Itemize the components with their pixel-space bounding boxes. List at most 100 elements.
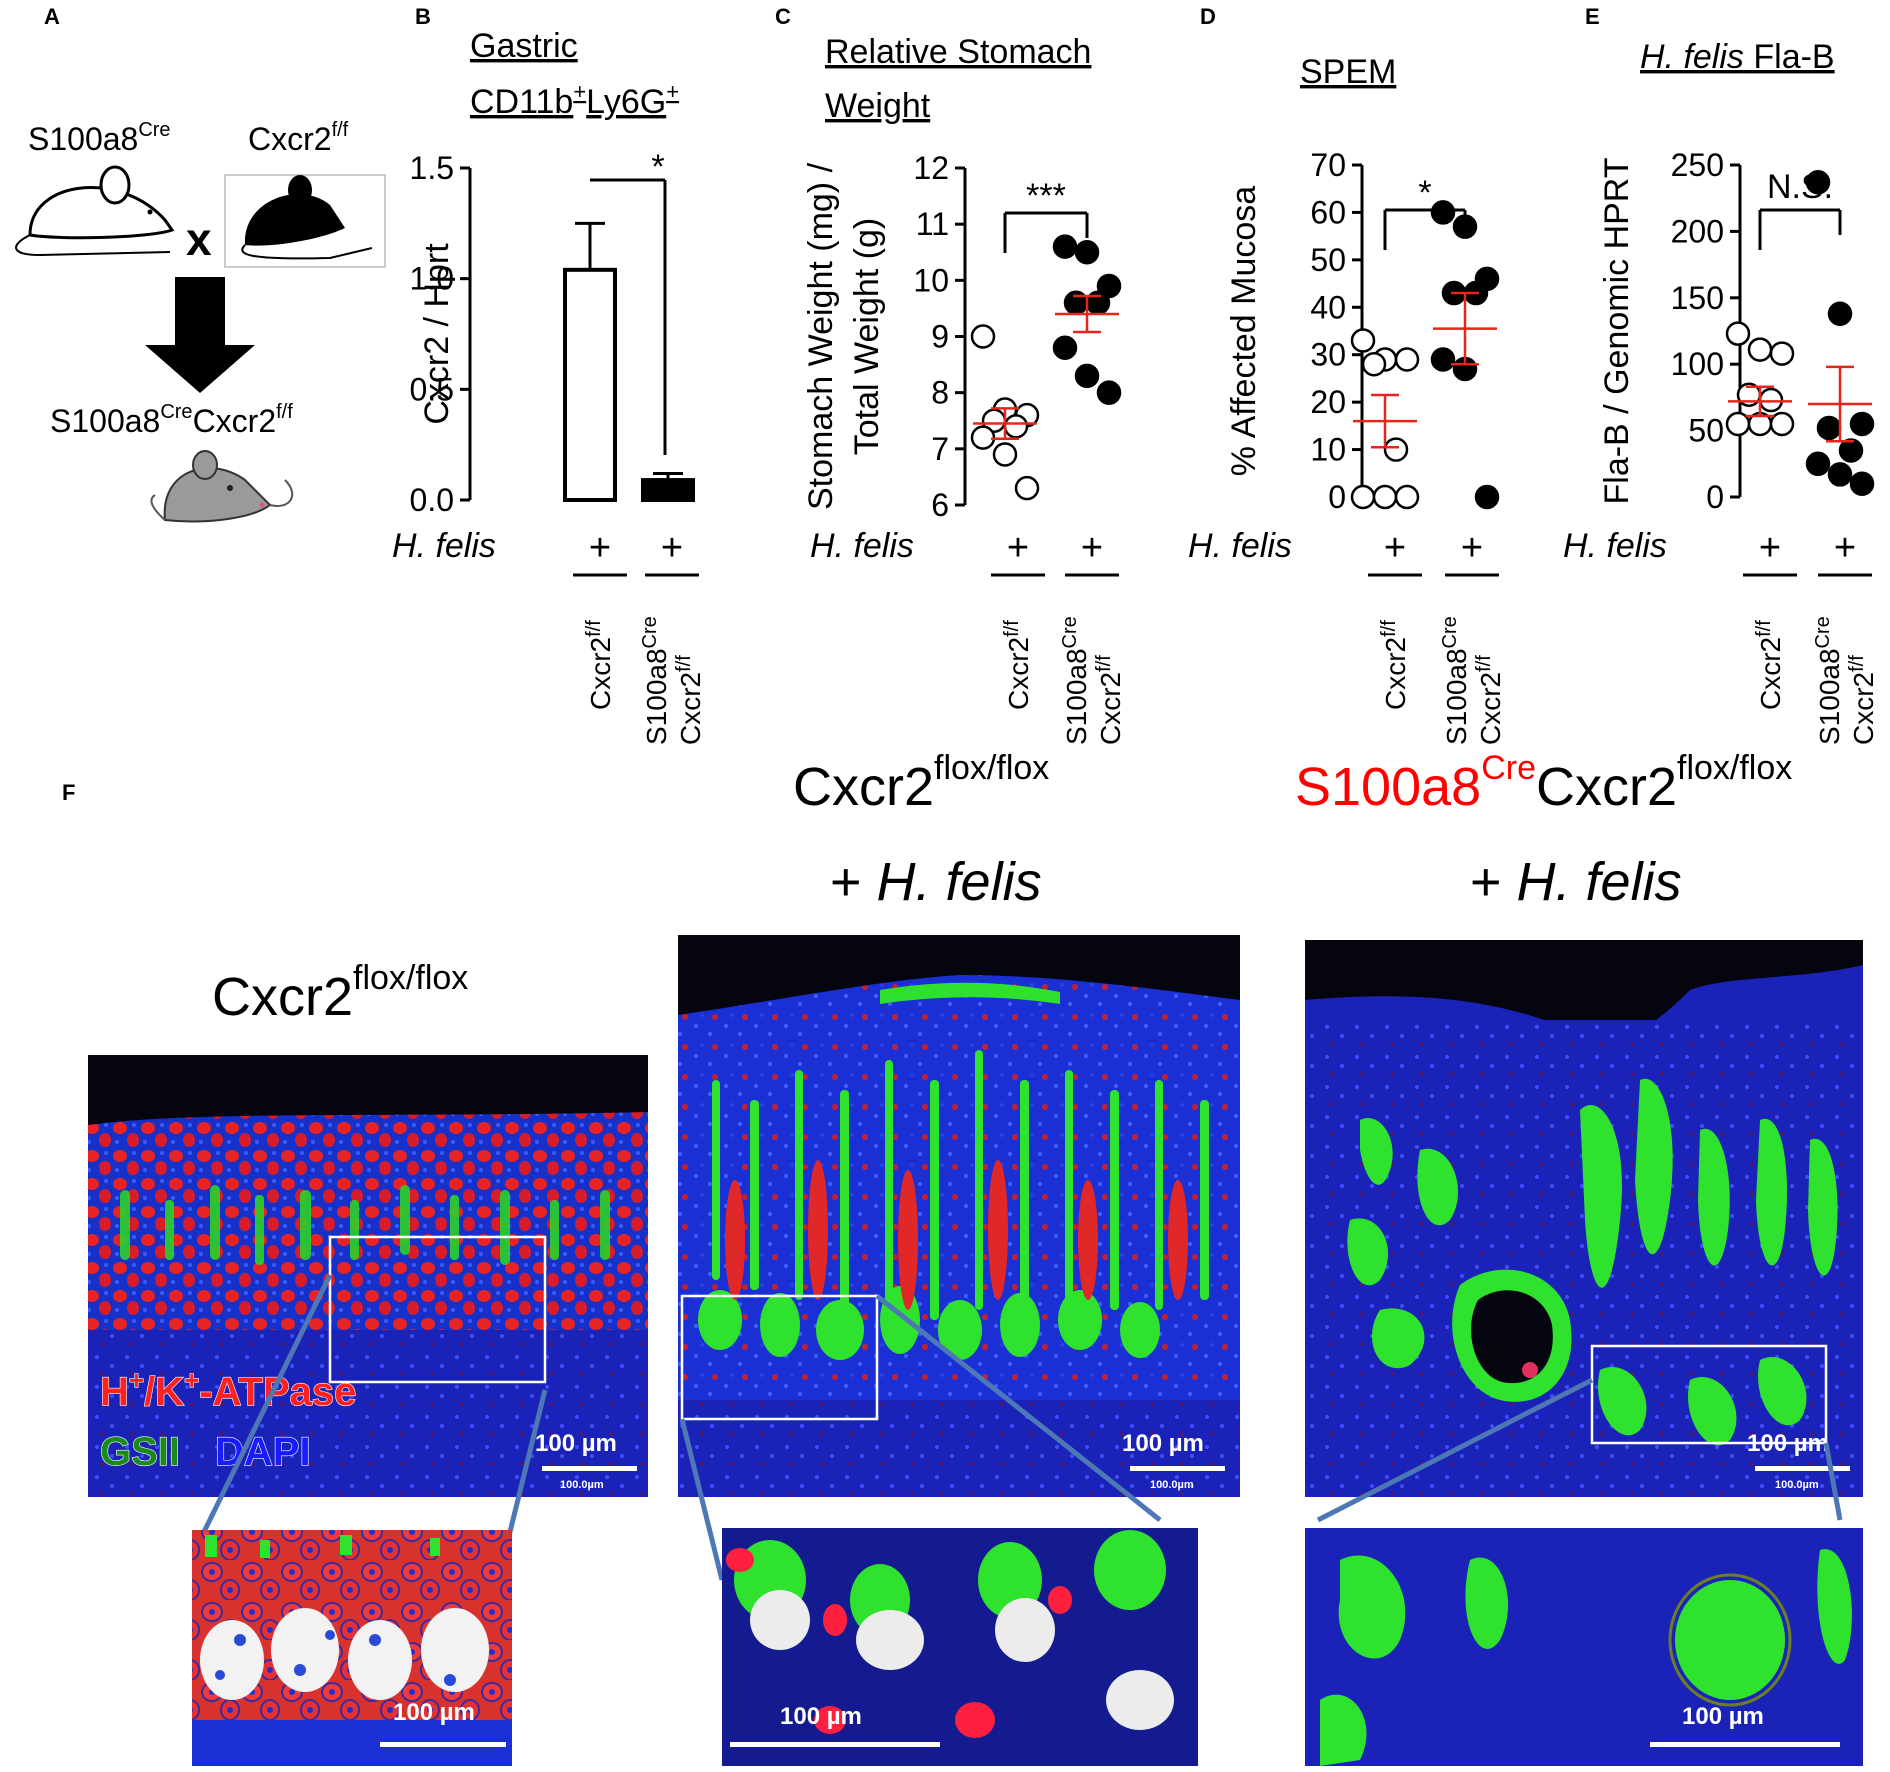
- micrograph-knockout-infected: 100 µm 100.0µm: [1305, 940, 1863, 1497]
- group2-text-line1: S100a8Cre: [1439, 616, 1472, 745]
- data-point-1-8: [1769, 411, 1795, 437]
- y-tick-label: 250: [1671, 147, 1724, 183]
- data-point-2-6: [1805, 451, 1831, 477]
- y-axis-label-line2: Total Weight (g): [848, 218, 886, 455]
- zoom-box-3: [1590, 1344, 1828, 1445]
- data-point-2-4: [1816, 415, 1842, 441]
- bar-2: [641, 478, 695, 502]
- significance-label: *: [1418, 174, 1431, 212]
- y-tick-label: 11: [916, 206, 949, 242]
- cross-arrow: [145, 277, 255, 393]
- treatment-plus-1: +: [1384, 527, 1406, 569]
- treatment-plus-2: +: [1834, 527, 1856, 569]
- data-point-2-1: [1052, 234, 1078, 259]
- data-point-2-6: [1430, 347, 1456, 372]
- panel-e-title: H. felis Fla-B: [1640, 38, 1835, 76]
- scale-bar-1: [542, 1466, 637, 1471]
- data-point-1-6: [1725, 411, 1751, 437]
- chart-b: 0.0 0.5 1.0 1.5 Cxcr2 / Hprt * H. felis + + Cxcr2…: [392, 148, 706, 745]
- data-point-2-6: [1052, 335, 1078, 360]
- group1-text: Cxcr2f/f: [1378, 620, 1411, 710]
- group1-text: Cxcr2f/f: [1001, 620, 1034, 710]
- data-point-1-7: [1372, 484, 1398, 510]
- chart-d: 0 10 20 30 40 50 60 70 % Affected Mucosa * H. feli…: [1188, 147, 1506, 745]
- data-point-2-3: [1849, 411, 1875, 437]
- data-point-1-2: [1747, 337, 1773, 362]
- zoom-box-1: [328, 1235, 547, 1384]
- panel-f-label: F: [62, 780, 75, 805]
- chart-c: 6 7 8 9 10 11 12 Stomach Weight (mg) / Total Wei…: [802, 150, 1126, 745]
- treatment-plus-1: +: [1759, 527, 1781, 569]
- group2-label: S100a8CreCxcr2f/f: [1059, 616, 1126, 745]
- data-point-2-8: [1849, 471, 1875, 496]
- data-point-1-8: [1014, 475, 1040, 501]
- y-tick-label: 40: [1310, 289, 1346, 325]
- zoom-micrograph-2: 100 µm: [722, 1528, 1198, 1766]
- scale-bar-label-2: 100 µm: [1122, 1430, 1204, 1457]
- stain-legend-blue: DAPI: [215, 1430, 311, 1474]
- data-point-1-5: [1758, 387, 1784, 413]
- offspring-label: S100a8CreCxcr2f/f: [50, 401, 293, 439]
- treatment-plus-2: +: [1461, 527, 1483, 569]
- significance-label: ***: [1026, 177, 1066, 215]
- data-point-1-5: [1383, 437, 1409, 462]
- treatment-plus-1: +: [589, 527, 611, 569]
- group1-label: Cxcr2f/f: [1378, 620, 1411, 710]
- scale-bar-3: [1755, 1466, 1850, 1471]
- zoom-scale-label-1: 100 µm: [393, 1699, 475, 1726]
- y-tick-label: 10: [1310, 432, 1346, 468]
- panel-d-label: D: [1200, 4, 1216, 29]
- zoom-scale-label-3: 100 µm: [1682, 1703, 1764, 1730]
- data-point-2-8: [1474, 484, 1500, 510]
- black-mouse-icon: [224, 174, 386, 268]
- parent2-label: Cxcr2f/f: [248, 119, 349, 157]
- data-point-2-1: [1805, 170, 1831, 195]
- zoom-scale-bar-2: [730, 1742, 940, 1747]
- y-tick-label: 8: [931, 375, 949, 411]
- panel-a: A S100a8Cre Cxcr2f/f x S100a8CreCxcr2f/f: [15, 4, 386, 523]
- group2-text-line2: Cxcr2f/f: [673, 655, 706, 745]
- bar-1: [563, 267, 617, 502]
- y-tick-label: 200: [1671, 213, 1724, 249]
- panel-b: B Gastric CD11b+Ly6G+ 0.0 0.5 1.0 1.5 Cxcr2 …: [392, 4, 706, 745]
- data-point-1-7: [992, 442, 1018, 467]
- panel-b-title-line1: Gastric: [470, 27, 578, 65]
- data-point-1-5: [1003, 414, 1029, 439]
- panel-e-label: E: [1585, 4, 1600, 29]
- scale-bar-small-2: 100.0µm: [1150, 1479, 1194, 1491]
- treatment-label: H. felis: [1188, 527, 1292, 565]
- data-point-1-6: [1350, 484, 1376, 510]
- y-tick-label: 0.5: [410, 371, 454, 407]
- panel-c-title-line1: Relative Stomach: [825, 33, 1091, 71]
- panel-f: F Cxcr2flox/flox Cxcr2flox/flox + H. fel…: [62, 749, 1863, 1766]
- zoom-scale-bar-3: [1650, 1742, 1840, 1747]
- y-tick-label: 100: [1671, 346, 1724, 382]
- y-tick-label: 0.0: [410, 482, 454, 518]
- white-mouse-icon: [15, 165, 175, 257]
- zoom-connectors: [197, 1273, 1843, 1581]
- grey-mouse-icon: [150, 450, 294, 523]
- y-tick-label: 0: [1706, 479, 1724, 515]
- data-point-2-5: [1838, 438, 1864, 463]
- y-tick-label: 50: [1688, 413, 1724, 449]
- treatment-label: H. felis: [1563, 527, 1667, 565]
- panel-b-label: B: [415, 4, 431, 29]
- y-tick-label: 50: [1310, 242, 1346, 278]
- chart-e: 0 50 100 150 200 250 Fla-B / Genomic HPRT N.S. H…: [1563, 147, 1879, 745]
- significance-label: *: [651, 148, 664, 186]
- panel-c-label: C: [775, 4, 791, 29]
- y-axis-label: Cxcr2 / Hprt: [418, 243, 456, 425]
- zoom-scale-label-2: 100 µm: [780, 1703, 862, 1730]
- y-tick-label: 1.0: [410, 261, 454, 297]
- micrograph-control-infected: 100 µm 100.0µm: [678, 935, 1240, 1497]
- col3-infection: + H. felis: [1470, 852, 1682, 912]
- y-tick-label: 12: [913, 150, 949, 186]
- treatment-plus-2: +: [1081, 527, 1103, 569]
- y-tick-label: 0: [1328, 479, 1346, 515]
- y-tick-label: 60: [1310, 194, 1346, 230]
- cross-symbol: x: [186, 213, 212, 265]
- zoom-micrograph-3: 100 µm: [1305, 1528, 1863, 1766]
- data-point-2-7: [1827, 462, 1853, 487]
- scale-bar-small-3: 100.0µm: [1775, 1479, 1819, 1491]
